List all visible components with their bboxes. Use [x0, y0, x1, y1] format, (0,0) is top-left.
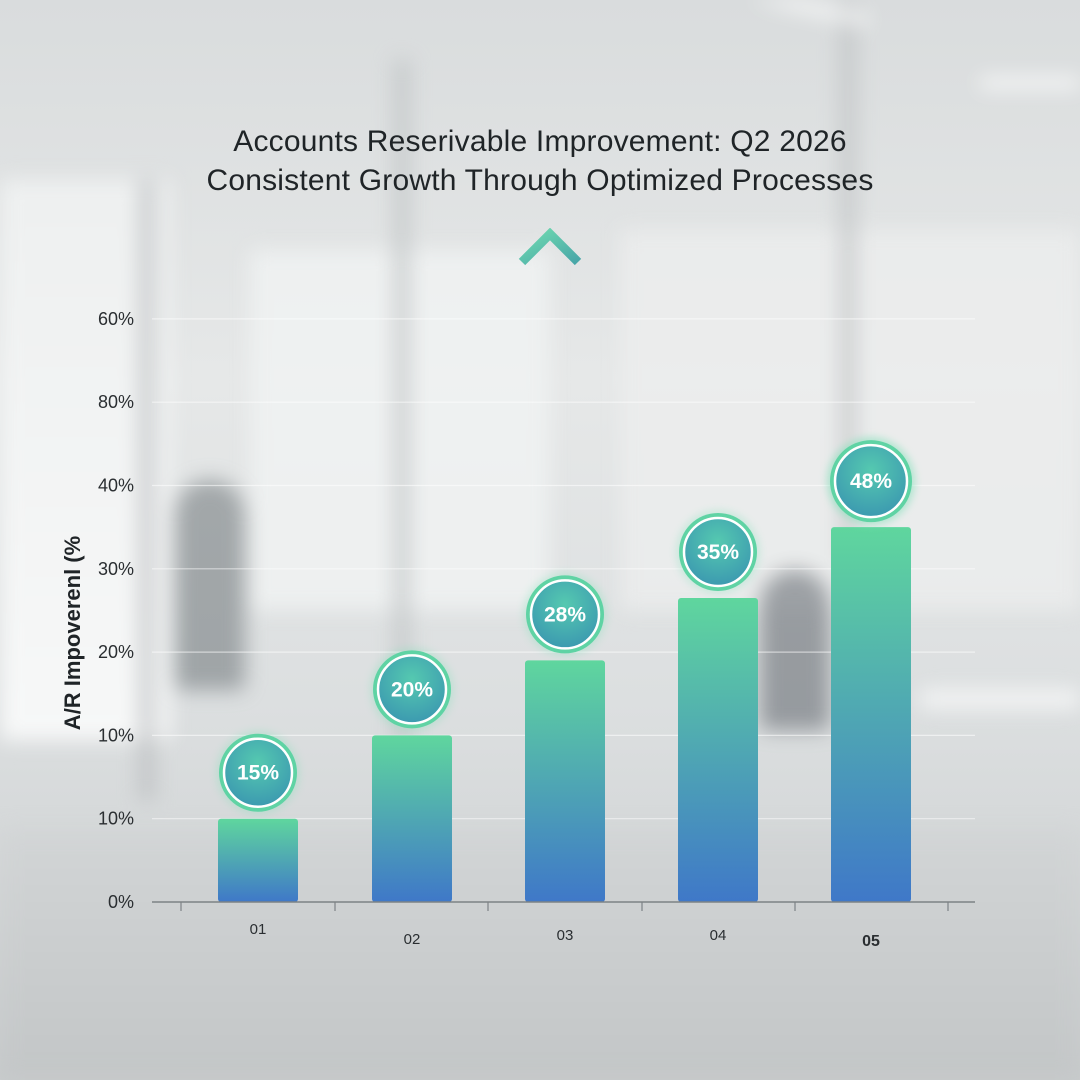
x-axis: 01 02 03 04 05 — [152, 901, 975, 950]
y-tick-label: 80% — [98, 392, 134, 412]
y-tick-label: 60% — [98, 309, 134, 329]
x-tick-label: 04 — [710, 927, 727, 944]
chart-subtitle: Consistent Growth Through Optimized Proc… — [206, 164, 874, 197]
bar-03 — [525, 660, 605, 902]
y-tick-label: 10% — [98, 725, 134, 745]
x-tick-label: 01 — [250, 921, 267, 938]
data-label: 15% — [237, 762, 279, 785]
data-label-badge: 48% — [827, 437, 915, 526]
bars — [218, 527, 911, 902]
data-label: 48% — [850, 470, 892, 493]
data-label: 35% — [697, 541, 739, 564]
bar-01 — [218, 818, 298, 902]
y-tick-label: 20% — [98, 642, 134, 662]
y-tick-label: 0% — [108, 892, 134, 912]
y-tick-label: 30% — [98, 559, 134, 579]
data-label-badge: 20% — [370, 647, 454, 732]
data-labels: 15% 20% 28% 35% 48% — [216, 437, 915, 815]
data-label: 20% — [391, 678, 433, 701]
bar-02 — [372, 735, 452, 902]
data-label-badge: 28% — [523, 572, 607, 657]
chevron-up-icon — [518, 228, 582, 266]
bar-05 — [831, 527, 911, 902]
data-label-badge: 15% — [216, 730, 300, 815]
data-label: 28% — [544, 603, 586, 626]
y-axis-label: A/R Impoverenl (% — [60, 536, 85, 730]
chart-title-block: Accounts Reserivable Improvement: Q2 202… — [0, 122, 1080, 200]
y-tick-labels: 0% 10% 10% 20% 30% 40% 80% 60% — [98, 309, 134, 912]
y-tick-label: 10% — [98, 809, 134, 829]
bar-04 — [678, 597, 758, 902]
data-label-badge: 35% — [676, 509, 760, 594]
x-tick-label: 03 — [557, 927, 574, 944]
x-tick-label: 05 — [862, 933, 880, 950]
y-tick-label: 40% — [98, 476, 134, 496]
chart-title: Accounts Reserivable Improvement: Q2 202… — [233, 125, 847, 158]
x-tick-label: 02 — [404, 931, 421, 948]
